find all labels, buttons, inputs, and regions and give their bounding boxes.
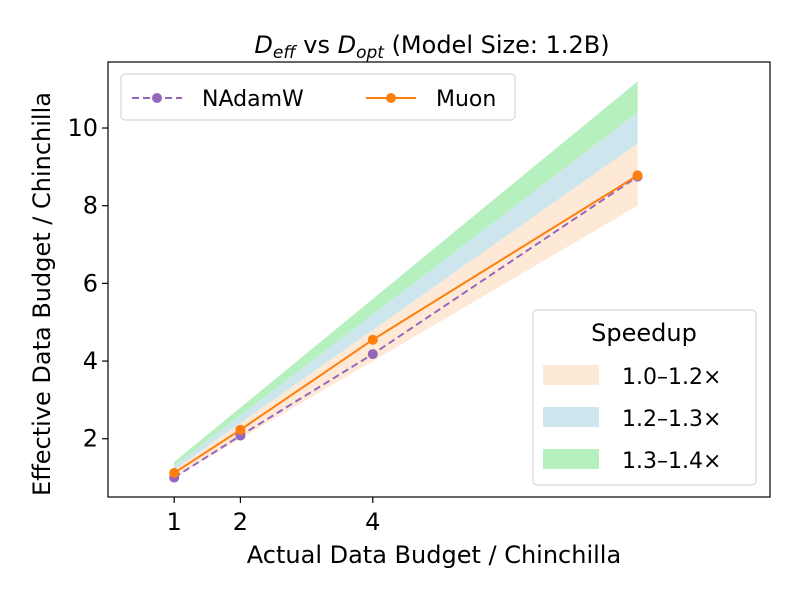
y-tick-label: 6 — [83, 269, 98, 297]
y-tick-label: 10 — [67, 114, 98, 142]
data-point-muon — [235, 424, 246, 435]
y-tick-label: 4 — [83, 347, 98, 375]
data-point-muon — [632, 170, 643, 181]
legend-speedup-title: Speedup — [591, 319, 697, 347]
x-tick-label: 1 — [167, 508, 182, 536]
title-d2-main: D — [338, 31, 356, 59]
title-vs: vs — [296, 31, 338, 59]
speedup-band-0 — [174, 143, 638, 478]
speedup-band-2 — [174, 81, 638, 466]
title-d1-sub: eff — [273, 43, 297, 63]
x-axis-label: Actual Data Budget / Chinchilla — [247, 541, 621, 569]
series-markers — [169, 170, 643, 483]
legend-band-label-2: 1.3–1.4× — [622, 449, 721, 474]
speedup-band-1 — [174, 112, 638, 470]
legend-swatch-2 — [543, 449, 599, 469]
legend-label-muon: Muon — [436, 87, 496, 112]
series-line-nadamw — [173, 175, 639, 479]
plot-frame — [107, 61, 771, 498]
legend-marker-nadamw — [152, 93, 162, 103]
title-d2-sub: opt — [356, 43, 385, 63]
legend-speedup: Speedup 1.0–1.2× 1.2–1.3× 1.3–1.4× — [532, 309, 757, 486]
data-point-muon — [169, 467, 180, 478]
title-d1-main: D — [254, 31, 272, 59]
series-lines — [173, 174, 639, 479]
legend-series-box — [120, 73, 516, 121]
chart-title: Deff vs Dopt (Model Size: 1.2B) — [254, 31, 609, 63]
legend-swatch-0 — [543, 365, 599, 385]
y-tick-label: 2 — [83, 425, 98, 453]
legend-marker-muon — [386, 93, 396, 103]
y-tick-label: 8 — [83, 192, 98, 220]
speedup-bands — [174, 81, 638, 478]
data-point-muon — [367, 334, 378, 345]
legend-band-label-1: 1.2–1.3× — [622, 407, 721, 432]
data-point-nadamw — [367, 349, 378, 360]
x-tick-label: 2 — [233, 508, 248, 536]
y-axis-label: Effective Data Budget / Chinchilla — [28, 92, 56, 496]
x-tick-label: 4 — [365, 508, 380, 536]
legend-label-nadamw: NAdamW — [202, 87, 304, 112]
legend-series: NAdamW Muon — [120, 73, 516, 121]
legend-speedup-box — [532, 309, 757, 486]
y-axis-ticks: 2 4 6 8 10 — [67, 114, 108, 453]
title-rest: (Model Size: 1.2B) — [384, 31, 610, 59]
series-line-muon — [173, 174, 639, 474]
legend-swatch-1 — [543, 407, 599, 427]
legend-band-label-0: 1.0–1.2× — [622, 365, 721, 390]
x-axis-ticks: 1 2 4 — [167, 497, 380, 536]
